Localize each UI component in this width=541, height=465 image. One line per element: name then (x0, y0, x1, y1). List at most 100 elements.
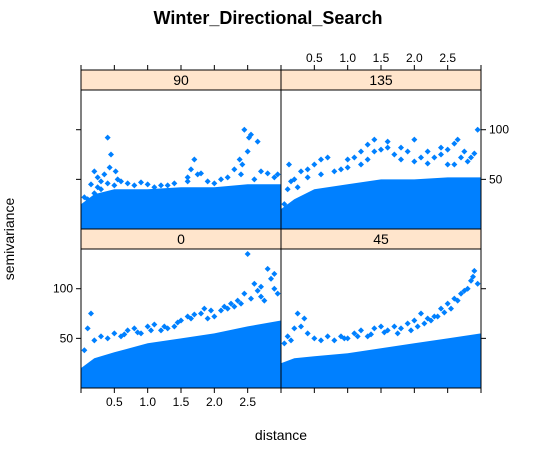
data-point (304, 330, 311, 337)
data-point (104, 134, 111, 141)
data-point (88, 310, 94, 317)
data-point (274, 290, 281, 297)
data-point (201, 305, 208, 312)
data-point (444, 146, 451, 153)
data-point (81, 347, 88, 354)
data-point (371, 325, 378, 332)
data-point (144, 181, 151, 188)
data-point (461, 148, 468, 155)
data-point (441, 309, 448, 316)
data-point (238, 300, 244, 307)
data-point (111, 182, 118, 189)
data-point (106, 164, 113, 171)
data-point (458, 154, 464, 161)
data-point (244, 148, 251, 155)
x-tick-label: 0.5 (306, 51, 323, 65)
data-point (408, 327, 414, 334)
x-tick-label: 2.0 (406, 51, 423, 65)
data-point (104, 335, 111, 342)
panel-0: 0 (80, 228, 282, 389)
data-point (381, 329, 388, 336)
data-point (411, 158, 418, 165)
data-point (231, 303, 238, 310)
data-point (224, 174, 231, 181)
panel-data (81, 250, 281, 388)
data-point (208, 307, 214, 314)
y-tick-label: 50 (489, 172, 503, 186)
data-point (218, 176, 224, 183)
data-point (358, 148, 364, 155)
data-point (448, 305, 454, 312)
data-point (398, 156, 404, 163)
data-point (281, 340, 288, 347)
data-point (404, 320, 411, 327)
data-point (271, 174, 278, 181)
data-point (394, 330, 401, 337)
data-point (470, 273, 476, 280)
data-point (471, 267, 478, 274)
data-point (434, 313, 441, 320)
chart-title: Winter_Directional_Search (154, 8, 383, 28)
data-point (121, 331, 128, 338)
data-point (271, 270, 278, 277)
data-point (391, 151, 398, 158)
data-point (418, 310, 424, 317)
y-tick-label: 100 (53, 282, 73, 296)
data-point (151, 184, 158, 191)
data-point (112, 168, 119, 175)
data-point (461, 287, 468, 294)
data-point (284, 186, 291, 193)
y-tick-label: 50 (60, 331, 74, 345)
data-point (244, 250, 251, 257)
data-point (188, 315, 194, 322)
data-point (238, 171, 244, 178)
data-point (164, 182, 171, 189)
data-point (358, 161, 364, 168)
data-point (454, 297, 461, 304)
data-point (251, 176, 258, 183)
dense-points-band (81, 184, 281, 229)
data-point (88, 181, 94, 188)
data-point (246, 134, 252, 141)
panel-data (281, 267, 481, 388)
panel-data (81, 126, 281, 229)
data-point (318, 171, 324, 178)
data-point (344, 164, 351, 171)
data-point (131, 182, 138, 189)
data-point (268, 275, 274, 282)
data-point (288, 337, 294, 344)
y-tick-label: 100 (489, 123, 509, 137)
data-point (171, 323, 178, 330)
data-point (378, 146, 384, 153)
data-point (341, 335, 348, 342)
data-point (184, 178, 191, 185)
data-point (158, 327, 164, 334)
data-point (144, 323, 151, 330)
data-point (431, 313, 438, 320)
data-point (351, 330, 358, 337)
x-tick-label: 1.0 (339, 51, 356, 65)
data-point (211, 313, 218, 320)
data-point (288, 178, 294, 185)
data-point (291, 325, 298, 332)
data-point (188, 166, 194, 173)
x-axis-label: distance (255, 427, 307, 443)
data-point (101, 171, 108, 178)
data-point (131, 325, 138, 332)
data-point (258, 283, 264, 290)
data-point (134, 329, 141, 336)
data-point (344, 156, 351, 163)
data-point (404, 148, 411, 155)
data-point (91, 337, 98, 344)
data-point (221, 303, 228, 310)
data-point (151, 321, 158, 328)
data-point (338, 166, 344, 173)
data-point (241, 126, 248, 133)
data-point (191, 156, 198, 163)
data-point (301, 315, 308, 322)
data-point (311, 335, 318, 342)
data-point (204, 178, 211, 185)
data-point (318, 337, 324, 344)
data-point (138, 179, 144, 186)
